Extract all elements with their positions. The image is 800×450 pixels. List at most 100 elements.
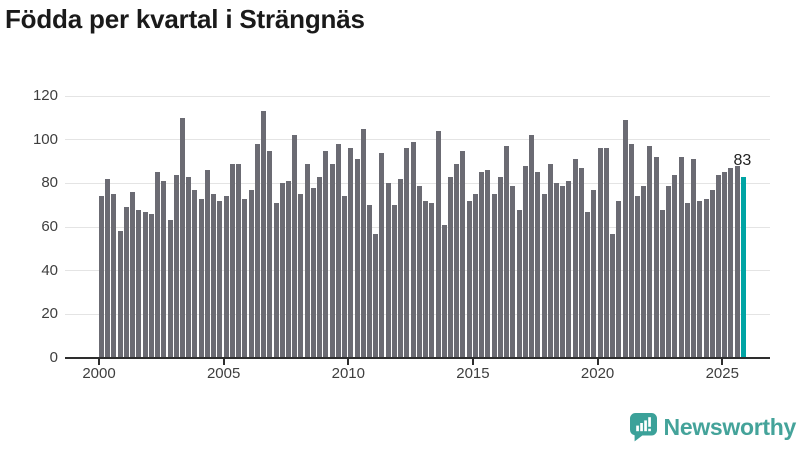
bar [155,172,161,358]
chart-title: Födda per kvartal i Strängnäs [5,4,365,34]
bar [547,163,553,358]
bar [117,231,123,358]
bar [404,148,410,358]
bar [535,172,541,358]
bar [410,141,416,358]
bar [429,202,435,358]
bar-value-label: 83 [733,151,752,169]
y-axis-tick-label: 20 [41,305,58,323]
y-axis-tick-label: 120 [32,87,58,104]
bar [211,194,217,358]
x-axis-tick [347,359,350,365]
bar [267,150,273,358]
bar [703,198,709,358]
bar [373,233,379,358]
bar [659,209,665,358]
bar [360,128,366,358]
bar [229,163,235,358]
bar [591,189,597,358]
bar [672,174,678,358]
bar [441,224,447,358]
bar [379,152,385,358]
bar [485,170,491,358]
newsworthy-logo[interactable]: Newsworthy [629,410,796,444]
x-axis-tick [98,359,100,365]
bar [628,144,634,358]
bar [292,135,298,358]
x-axis-tick-label: 2010 [331,365,365,382]
bar [366,205,372,358]
bar [186,176,192,358]
bar [167,220,173,358]
bar [585,211,591,358]
x-axis-tick-label: 2020 [580,365,615,382]
y-axis-tick-label: 100 [32,130,58,148]
bar [634,196,640,358]
bar [541,194,547,358]
bar [242,198,248,358]
bar [603,148,609,358]
bar [310,187,316,358]
x-axis-tick-label: 2015 [456,365,490,382]
bar [204,170,210,358]
highlighted-bar [740,176,746,358]
bar [317,176,323,358]
y-axis-tick-label: 0 [49,349,58,366]
x-axis-line [65,357,770,359]
bar [597,148,603,358]
bar [529,135,535,358]
bar [223,196,229,358]
x-axis-tick [596,359,599,365]
bar [510,185,516,358]
bar [254,144,260,358]
y-axis-tick-label: 60 [41,218,58,235]
bar [566,181,572,358]
bar [578,168,584,358]
x-axis-tick-label: 2000 [82,365,116,382]
bar [142,211,148,358]
bar [391,205,397,358]
bar [342,196,348,358]
bar [454,163,460,358]
bar [161,181,167,358]
x-axis-tick [721,359,724,365]
bar [148,213,154,358]
gridline [65,139,770,141]
bar [136,209,142,358]
bar [180,117,186,358]
gridline [65,95,770,97]
bar [198,198,204,358]
bar [111,194,117,358]
bar [285,181,291,358]
bar [192,189,198,358]
bar [504,146,510,358]
bar [728,168,734,358]
bar [616,200,622,358]
bar [697,200,703,358]
bar [99,196,104,358]
y-axis-tick-label: 40 [41,261,58,279]
bar [610,233,616,358]
bar [105,178,111,358]
bar [385,183,391,358]
bar [722,172,728,358]
bar [516,209,522,358]
bar [734,165,740,358]
bar [491,194,497,358]
bar [435,130,441,358]
bar [709,189,715,358]
bar [716,174,722,358]
bar [416,185,422,358]
bar [323,150,329,358]
bar [684,202,690,358]
x-axis-tick-label: 2005 [206,365,241,382]
bar [423,200,429,358]
bar [123,207,129,358]
bar [236,163,242,358]
bar [572,159,578,358]
bar [647,146,653,358]
bar [273,202,279,358]
bar [348,148,354,358]
x-axis-tick-label: 2025 [705,365,739,382]
